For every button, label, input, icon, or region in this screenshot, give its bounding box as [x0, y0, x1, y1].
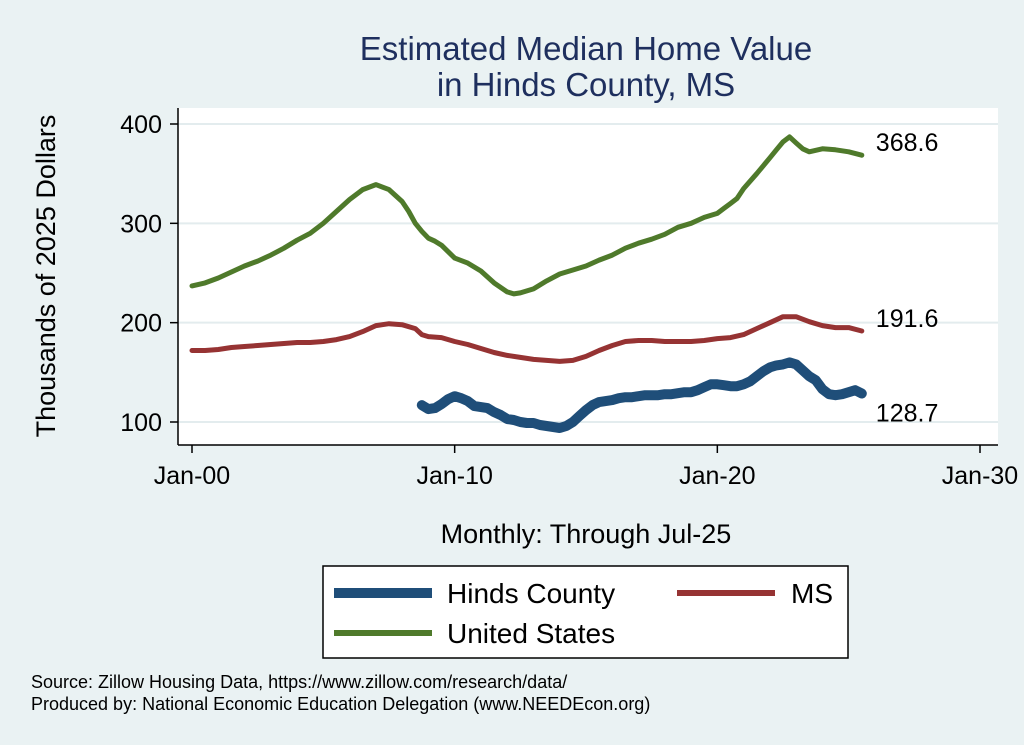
end-label-ms: 191.6: [876, 305, 939, 333]
y-tick-label-100: 100: [120, 409, 162, 437]
plot-area: [178, 108, 998, 445]
chart-title-line-1: Estimated Median Home Value: [360, 30, 812, 67]
legend-label-hinds-county: Hinds County: [447, 578, 615, 609]
chart-title-line-2: in Hinds County, MS: [437, 66, 735, 103]
x-axis-title: Monthly: Through Jul-25: [441, 519, 732, 549]
y-tick-label-400: 400: [120, 111, 162, 139]
x-tick-label-2000: Jan-00: [154, 462, 230, 490]
x-tick-label-2020: Jan-20: [679, 462, 755, 490]
x-tick-label-2010: Jan-10: [416, 462, 492, 490]
y-axis-title: Thousands of 2025 Dollars: [31, 115, 61, 438]
legend-box: [322, 565, 849, 659]
legend-label-united-states: United States: [447, 618, 615, 649]
produced-by-note: Produced by: National Economic Education…: [31, 694, 650, 714]
y-tick-label-200: 200: [120, 310, 162, 338]
legend: Hinds County MS United States: [322, 565, 849, 659]
end-label-hinds-county: 128.7: [876, 399, 939, 427]
end-labels: 368.6 191.6 128.7: [876, 129, 939, 427]
y-ticks: 100 200 300 400: [120, 111, 178, 437]
legend-label-ms: MS: [791, 578, 833, 609]
y-tick-label-300: 300: [120, 210, 162, 238]
source-note: Source: Zillow Housing Data, https://www…: [31, 672, 567, 692]
x-ticks: Jan-00 Jan-10 Jan-20 Jan-30: [154, 445, 1018, 490]
series-line-ms: [189, 314, 865, 364]
series-line-united-states: [189, 134, 865, 297]
end-label-united-states: 368.6: [876, 129, 939, 157]
x-tick-label-2030: Jan-30: [942, 462, 1018, 490]
series-line-hinds-county: [416, 357, 867, 433]
series-layer: [189, 134, 867, 433]
gridlines: [178, 123, 998, 423]
